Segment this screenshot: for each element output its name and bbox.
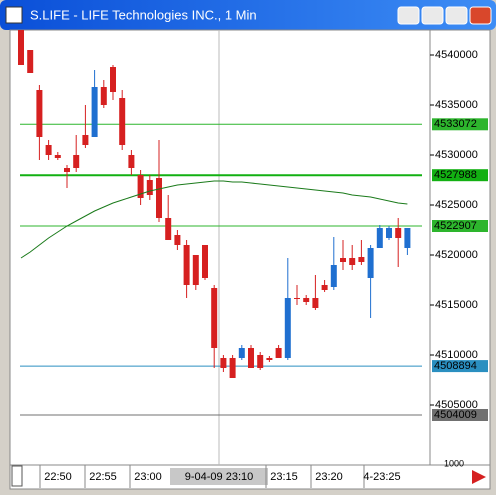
price-label: 4508894 [434,360,477,372]
candle-body [156,178,162,218]
candle-body [404,228,411,248]
close-button[interactable] [469,6,492,25]
candle-body [358,257,365,262]
price-label: 4504009 [434,409,477,421]
cursor-label-box [170,468,268,485]
window-icon [5,6,23,24]
candle-body [27,50,34,73]
candle-body [229,358,236,378]
candle-body [73,155,80,168]
candle-body [82,135,89,145]
price-label-box [432,118,488,131]
price-label-box [432,360,488,373]
plot-area [9,29,431,466]
y-tick-label: 4510000 [435,349,478,361]
minimize-button[interactable] [397,6,420,25]
candle-body [64,168,70,172]
candle-body [183,245,190,285]
candle-body [54,155,61,158]
price-label: 4533072 [434,118,477,130]
price-label: 4527988 [434,169,477,181]
candle-body [211,288,218,348]
candle-body [386,228,392,238]
candle-body [321,285,328,290]
x-tick-label: 4-23:25 [363,471,400,483]
x-tick-label: 23:15 [270,471,298,483]
y-tick-label: 4520000 [435,249,478,261]
restore-button[interactable] [445,6,468,25]
x-tick-label: 23:00 [134,471,162,483]
candle-body [367,248,374,278]
candle-body [376,228,383,248]
price-label-box [432,169,488,182]
candle-body [220,358,227,368]
window-title: S.LIFE - LIFE Technologies INC., 1 Min [30,7,257,22]
candle-body [18,30,24,65]
candle-body [45,145,52,155]
scroll-thumb[interactable] [11,465,23,487]
x-tick-label: 22:50 [44,471,72,483]
candle-body [202,245,208,278]
candle-body [110,67,116,92]
candle-body [395,228,402,238]
candle-body [257,355,264,368]
candle-body [100,87,107,105]
maximize-button[interactable] [421,6,444,25]
candle-body [91,87,98,137]
y-tick-label: 4515000 [435,299,478,311]
candle-body [266,358,273,360]
y-tick-label: 4505000 [435,399,478,411]
candle-body [303,298,310,302]
price-label-box [432,220,488,232]
y-axis-area [429,29,491,466]
candle-body [275,348,282,358]
cursor-label: 9-04-09 23:10 [185,471,254,483]
y-tick-label: 4530000 [435,149,478,161]
y-tick-label: 4540000 [435,49,478,61]
scroll-arrow[interactable] [472,470,486,484]
candle-body [284,298,291,358]
moving-average [20,180,408,259]
y-tick-label: 4535000 [435,99,478,111]
candle-body [36,90,43,137]
candle-body [238,348,245,358]
scale-label: 1000 [444,458,464,468]
candle-body [294,298,300,299]
y-tick-label: 4525000 [435,199,478,211]
candle-body [146,180,153,195]
candle-body [174,235,181,245]
candle-body [340,258,346,262]
candle-body [349,258,356,265]
price-label: 4522907 [434,220,477,232]
price-label-box [432,409,488,421]
title-bar [0,0,496,30]
x-tick-label: 23:20 [315,471,343,483]
candle-body [192,255,199,285]
x-tick-label: 22:55 [89,471,117,483]
candle-body [165,218,172,240]
candle-body [119,98,126,145]
candle-body [137,175,144,198]
candle-body [128,155,135,168]
candle-body [248,348,254,368]
candle-body [330,265,337,287]
candle-body [312,298,319,308]
